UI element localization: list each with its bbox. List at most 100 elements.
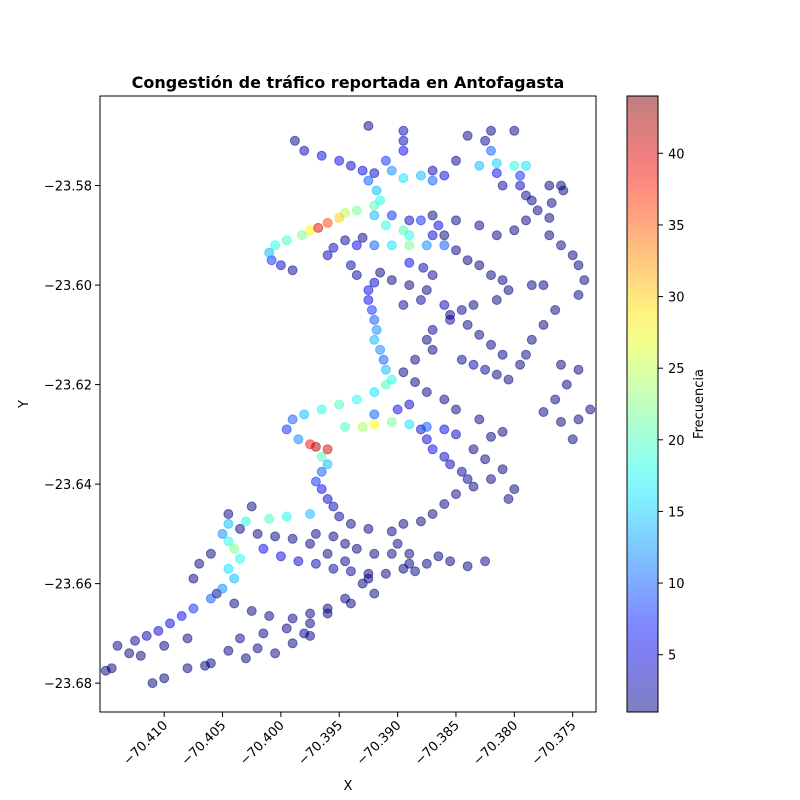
data-point [235, 633, 245, 644]
data-point [369, 277, 380, 288]
data-point [418, 262, 429, 273]
data-point [486, 125, 496, 136]
data-point [188, 573, 199, 584]
data-point [421, 334, 432, 345]
data-point [281, 511, 292, 522]
data-point [369, 314, 380, 325]
data-point [503, 285, 514, 296]
data-point [305, 608, 316, 619]
data-point [486, 431, 496, 442]
data-point [328, 242, 339, 253]
data-point [386, 526, 397, 537]
data-point [497, 349, 508, 360]
data-point [287, 613, 298, 624]
data-point [439, 451, 450, 462]
data-point [188, 603, 199, 614]
colorbar-tick-label: 5 [668, 649, 676, 664]
data-point [538, 319, 549, 330]
data-point [427, 165, 438, 176]
colorbar-tick-label: 30 [668, 291, 685, 306]
data-point [369, 210, 380, 221]
data-point [345, 566, 356, 577]
data-point [328, 501, 339, 512]
data-point [573, 260, 584, 271]
y-tick-label: −23.62 [44, 379, 92, 394]
data-point [375, 344, 386, 355]
colorbar: 5 10 15 20 25 30 35 40 Frecuencia [626, 95, 707, 713]
data-point [264, 611, 275, 621]
data-point [474, 260, 485, 271]
x-tick-label: −70.380 [471, 718, 521, 768]
data-point [515, 359, 526, 370]
data-point [556, 359, 566, 370]
data-point [287, 414, 298, 425]
data-point [526, 334, 537, 345]
data-point [398, 300, 409, 310]
data-point [521, 349, 531, 360]
x-tick-label: −70.410 [121, 718, 171, 768]
data-point [264, 513, 275, 524]
data-point [404, 280, 415, 291]
data-point [561, 379, 572, 390]
data-point [334, 155, 345, 166]
x-axis-label: X [344, 779, 353, 794]
data-point [491, 158, 502, 169]
data-point [445, 556, 456, 567]
data-point [462, 130, 473, 141]
data-point [392, 538, 403, 549]
data-point [491, 168, 502, 179]
data-point [334, 511, 345, 522]
data-point [404, 399, 415, 410]
data-point [369, 168, 380, 179]
plot-frame [99, 95, 597, 713]
colorbar-tick-label: 15 [668, 505, 685, 520]
data-point [316, 466, 327, 477]
data-point [538, 407, 549, 417]
data-point [366, 305, 377, 315]
data-point [398, 145, 409, 156]
data-point [386, 240, 397, 251]
data-point [439, 300, 450, 310]
data-point [445, 314, 456, 325]
data-point [363, 295, 374, 305]
data-points [100, 120, 596, 689]
data-point [456, 354, 467, 365]
data-point [246, 501, 257, 512]
data-point [398, 135, 409, 146]
data-point [371, 185, 382, 196]
data-point [544, 212, 555, 223]
data-point [345, 518, 356, 529]
data-point [486, 270, 496, 281]
data-point [386, 548, 397, 559]
data-point [451, 489, 461, 500]
data-point [159, 673, 170, 684]
data-point [322, 548, 333, 559]
data-point [322, 494, 333, 504]
data-point [480, 556, 491, 567]
data-point [386, 416, 397, 427]
data-point [421, 387, 432, 398]
data-point [351, 270, 362, 281]
data-point [287, 265, 298, 276]
x-tick-label: −70.405 [179, 718, 229, 768]
data-point [369, 240, 380, 251]
x-axis-ticks: −70.410 −70.405 −70.400 −70.395 −70.390 −70.3… [121, 712, 579, 769]
data-point [223, 509, 234, 519]
y-tick-label: −23.60 [44, 279, 92, 294]
data-point [194, 558, 205, 569]
data-point [410, 354, 421, 365]
data-point [404, 240, 415, 251]
data-point [427, 230, 438, 241]
data-point [398, 367, 409, 378]
data-point [521, 215, 531, 226]
colorbar-tick-label: 10 [668, 577, 685, 592]
data-point [515, 170, 526, 181]
data-point [497, 464, 508, 475]
data-point [334, 212, 345, 223]
data-point [130, 635, 140, 646]
data-point [439, 499, 450, 509]
data-point [310, 558, 321, 569]
data-point [486, 339, 496, 350]
data-point [124, 648, 135, 659]
